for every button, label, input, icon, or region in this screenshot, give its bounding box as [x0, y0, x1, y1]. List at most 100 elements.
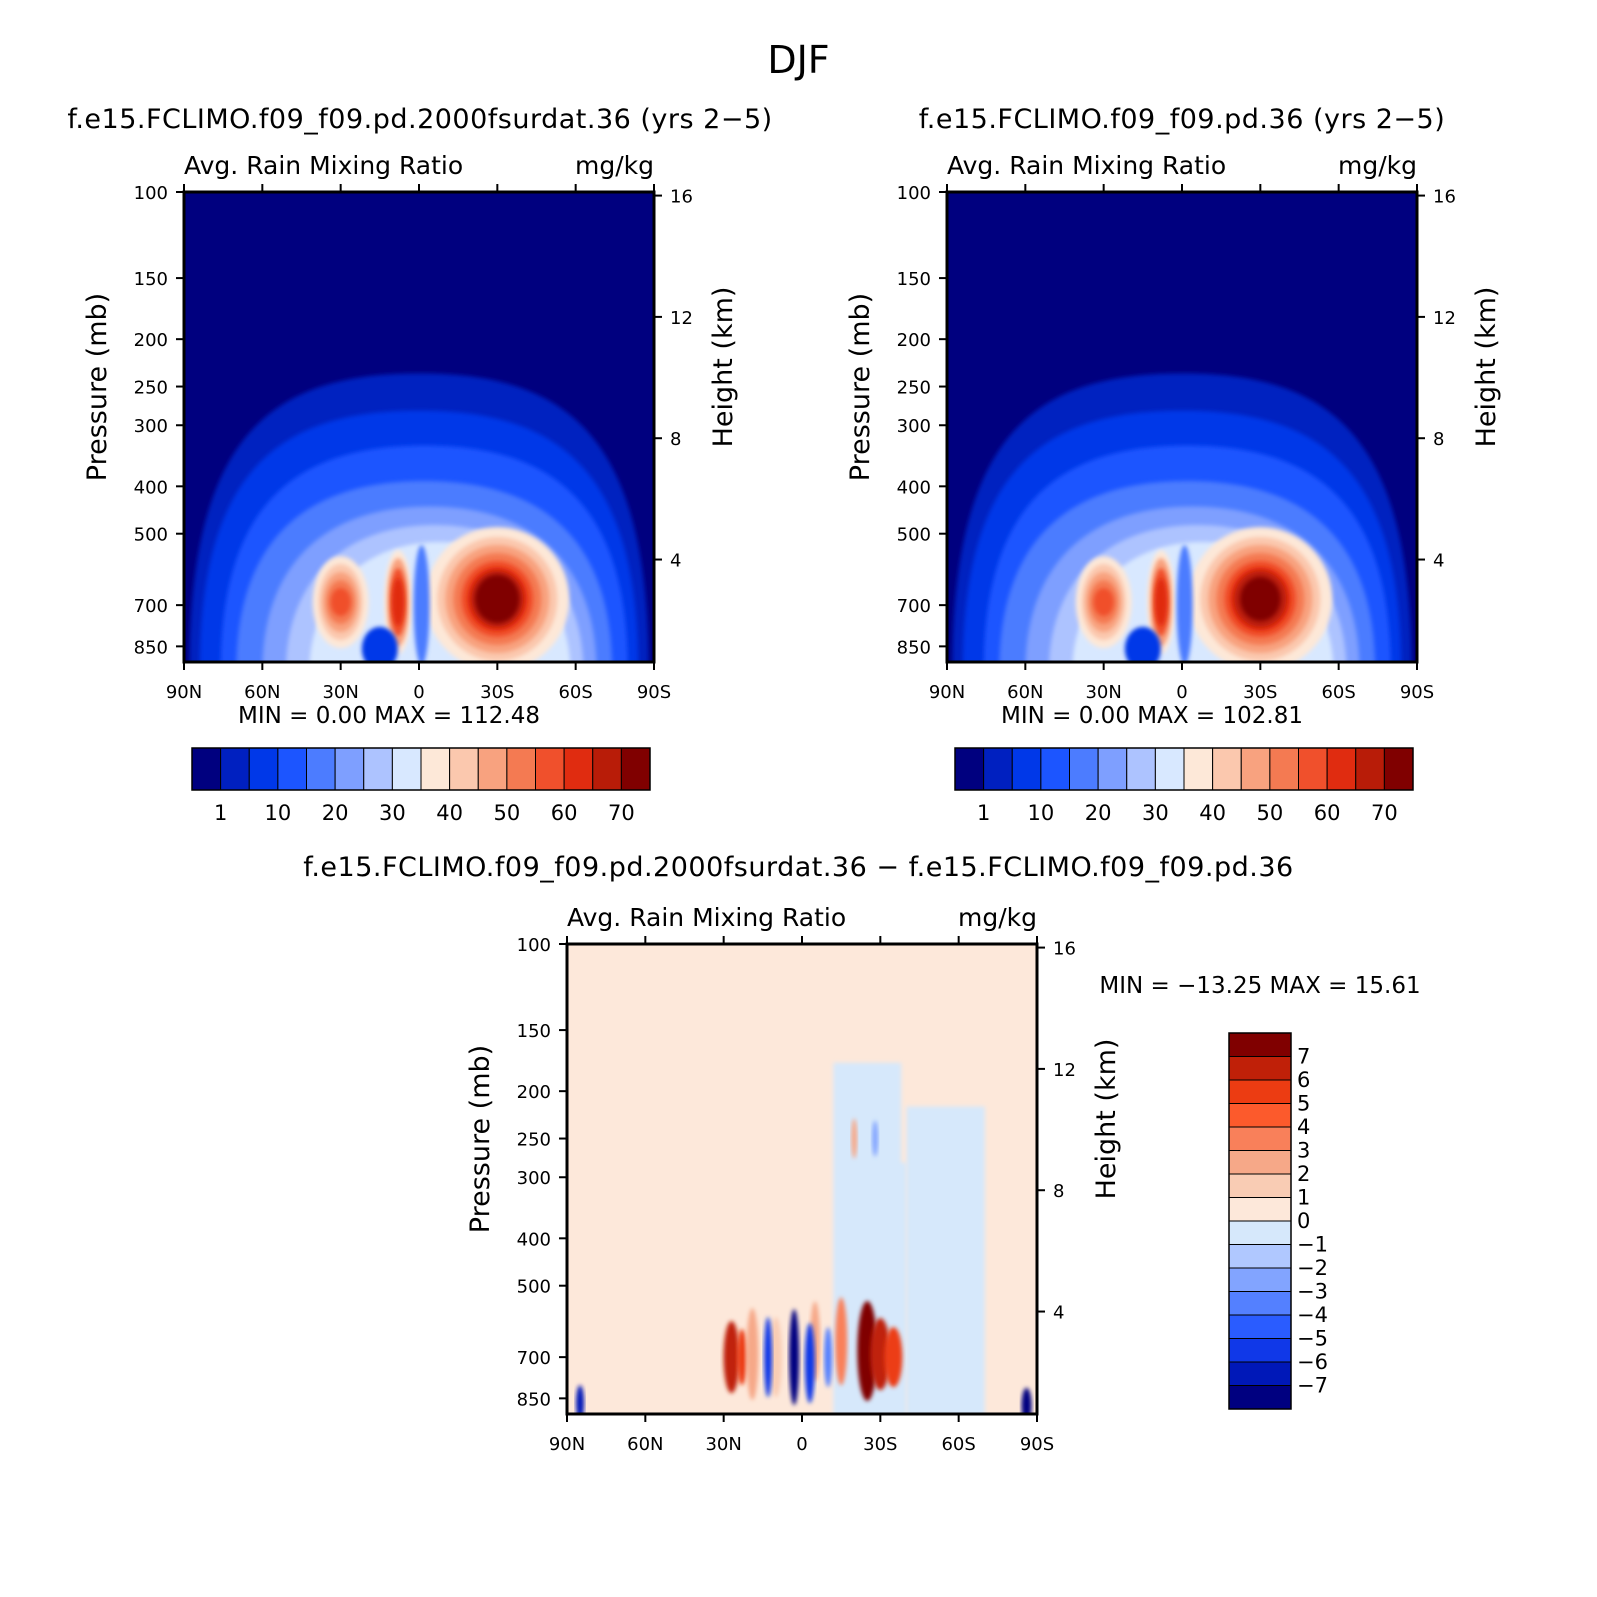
- colorbar-swatch: [1228, 1314, 1292, 1339]
- panel-title: f.e15.FCLIMO.f09_f09.pd.36 (yrs 2−5): [919, 104, 1445, 135]
- contour-level: [884, 1327, 903, 1388]
- x-tick-label: 60S: [1321, 682, 1355, 703]
- y2-axis-title: Height (km): [708, 287, 739, 448]
- colorbar-swatch: [1326, 747, 1357, 791]
- contour-level: [361, 626, 398, 662]
- colorbar-label: −1: [1297, 1233, 1328, 1257]
- colorbar-label: 3: [1297, 1139, 1310, 1163]
- colorbar-swatch: [191, 747, 222, 791]
- x-tick-label: 60N: [244, 682, 280, 703]
- contour-level: [857, 1300, 878, 1401]
- colorbar-swatch: [277, 747, 307, 791]
- colorbar-swatch: [1240, 747, 1271, 791]
- contour-level: [835, 1297, 848, 1386]
- colorbar-label: 20: [322, 801, 349, 825]
- panel-title: f.e15.FCLIMO.f09_f09.pd.2000fsurdat.36 (…: [67, 104, 772, 135]
- colorbar-label: 10: [1028, 801, 1055, 825]
- y2-tick-label: 16: [1053, 939, 1076, 960]
- colorbar-label: −6: [1297, 1350, 1328, 1374]
- colorbar-label: 4: [1297, 1115, 1310, 1139]
- y-tick-label: 850: [134, 637, 168, 658]
- y2-tick-label: 8: [1433, 429, 1444, 450]
- x-tick-label: 90S: [637, 682, 671, 703]
- colorbar-swatch: [1097, 747, 1128, 791]
- y-tick-label: 200: [897, 330, 931, 351]
- colorbar-swatch: [1228, 1361, 1292, 1386]
- colorbar-swatch: [1069, 747, 1099, 791]
- x-tick-label: 30N: [705, 1434, 741, 1455]
- contour-level: [1093, 588, 1114, 617]
- y-tick-label: 400: [517, 1229, 551, 1250]
- colorbar-swatch: [1228, 1126, 1292, 1151]
- colorbar-swatch: [1228, 1079, 1292, 1104]
- x-tick-label: 60S: [941, 1434, 975, 1455]
- x-tick-label: 0: [796, 1434, 807, 1455]
- contour-level: [746, 1308, 759, 1401]
- colorbar-swatch: [983, 747, 1013, 791]
- colorbar-swatch: [334, 747, 365, 791]
- colorbar-swatch: [1228, 1220, 1292, 1245]
- y2-axis-title: Height (km): [1471, 287, 1502, 448]
- x-tick-label: 30N: [322, 682, 358, 703]
- contour-level: [475, 574, 520, 623]
- min-max-label: MIN = 0.00 MAX = 102.81: [1001, 703, 1303, 729]
- colorbar-swatch: [220, 747, 250, 791]
- colorbar-label: 5: [1297, 1092, 1310, 1116]
- colorbar-frame: [954, 747, 1414, 791]
- y-axis-title: Pressure (mb): [465, 1045, 496, 1233]
- colorbar-label: 40: [1199, 801, 1226, 825]
- colorbar-swatch: [1228, 1338, 1292, 1363]
- colorbar-label: 7: [1297, 1045, 1310, 1069]
- y-tick-label: 850: [517, 1389, 551, 1410]
- colorbar-label: 2: [1297, 1162, 1310, 1186]
- contour-level: [1021, 1387, 1032, 1414]
- y2-tick-label: 8: [1053, 1181, 1064, 1202]
- x-tick-label: 90N: [929, 682, 965, 703]
- y2-tick-label: 16: [670, 187, 693, 208]
- variable-label: Avg. Rain Mixing Ratio: [184, 151, 463, 180]
- colorbar-swatch: [1228, 1385, 1292, 1410]
- colorbar-swatch: [563, 747, 594, 791]
- colorbar-swatch: [1228, 1291, 1292, 1316]
- contour-level: [1155, 578, 1168, 627]
- y2-tick-label: 4: [670, 551, 681, 572]
- contour-level: [413, 545, 430, 662]
- colorbar-swatch: [248, 747, 279, 791]
- y-tick-label: 500: [897, 525, 931, 546]
- diff-min-max-label: MIN = −13.25 MAX = 15.61: [1099, 973, 1420, 999]
- colorbar-swatch: [306, 747, 336, 791]
- x-tick-label: 90N: [549, 1434, 585, 1455]
- y2-tick-label: 4: [1433, 551, 1444, 572]
- y-tick-label: 300: [134, 416, 168, 437]
- figure-title: DJF: [767, 38, 830, 82]
- units-label: mg/kg: [575, 151, 654, 180]
- min-max-label: MIN = 0.00 MAX = 112.48: [238, 703, 540, 729]
- y-tick-label: 250: [897, 378, 931, 399]
- colorbar-label: −3: [1297, 1280, 1328, 1304]
- x-tick-label: 60N: [627, 1434, 663, 1455]
- y-tick-label: 100: [134, 183, 168, 204]
- field-panel-left: [184, 192, 654, 662]
- contour-level: [736, 1329, 747, 1386]
- y-tick-label: 500: [134, 525, 168, 546]
- colorbar-swatch: [1228, 1032, 1292, 1057]
- colorbar-label: −7: [1297, 1374, 1328, 1398]
- colorbar-swatch: [1228, 1103, 1292, 1128]
- colorbar-swatch: [1228, 1244, 1292, 1269]
- contour-level: [330, 588, 351, 617]
- units-label: mg/kg: [958, 903, 1037, 932]
- y-tick-label: 850: [897, 637, 931, 658]
- field-panel-diff: [567, 944, 1037, 1414]
- colorbar-swatch: [1040, 747, 1070, 791]
- y2-tick-label: 12: [1433, 308, 1456, 329]
- contour-level: [851, 1118, 858, 1159]
- y2-tick-label: 4: [1053, 1303, 1064, 1324]
- x-tick-label: 60N: [1007, 682, 1043, 703]
- colorbar-swatch: [391, 747, 422, 791]
- colorbar-label: 10: [265, 801, 292, 825]
- contour-level: [870, 1318, 891, 1391]
- variable-label: Avg. Rain Mixing Ratio: [947, 151, 1226, 180]
- x-tick-label: 90S: [1020, 1434, 1054, 1455]
- colorbar-label: 1: [977, 801, 990, 825]
